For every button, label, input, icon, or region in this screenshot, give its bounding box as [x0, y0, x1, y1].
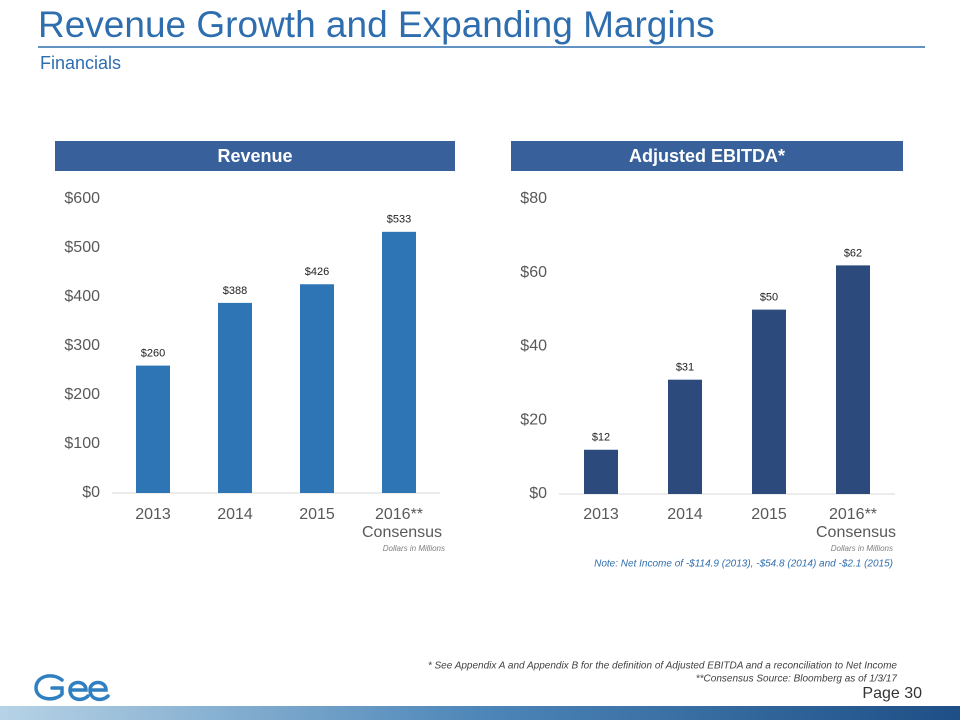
chart-note: Note: Net Income of -$114.9 (2013), -$54…: [594, 559, 893, 570]
x-tick-label: 2013: [135, 506, 171, 523]
x-tick-label: 2013: [583, 506, 619, 523]
bar: [300, 284, 334, 493]
chart-title: Revenue: [217, 146, 292, 166]
bar: [752, 309, 786, 494]
bar: [136, 365, 170, 493]
y-tick-label: $0: [529, 485, 547, 502]
units-note: Dollars in Millions: [383, 544, 445, 553]
value-label: $31: [676, 362, 694, 374]
x-tick-label: 2015: [751, 506, 787, 523]
y-tick-label: $400: [64, 288, 100, 305]
value-label: $12: [592, 432, 610, 444]
y-tick-label: $600: [64, 190, 100, 207]
units-note: Dollars in Millions: [831, 544, 893, 553]
y-tick-label: $300: [64, 337, 100, 354]
footer-strip: [0, 706, 960, 720]
y-tick-label: $100: [64, 435, 100, 452]
page-number: Page 30: [862, 685, 922, 702]
value-label: $533: [387, 214, 411, 226]
panel-header: [55, 141, 455, 171]
y-tick-label: $60: [520, 264, 547, 281]
x-tick-label: 2015: [299, 506, 335, 523]
x-tick-label: 2014: [667, 506, 703, 523]
footnote: * See Appendix A and Appendix B for the …: [428, 661, 898, 672]
slide-title: Revenue Growth and Expanding Margins: [38, 4, 715, 45]
bar: [836, 265, 870, 494]
y-tick-label: $0: [82, 484, 100, 501]
footnote: **Consensus Source: Bloomberg as of 1/3/…: [696, 674, 898, 685]
bar: [382, 231, 416, 493]
bar: [584, 449, 618, 494]
value-label: $50: [760, 292, 778, 304]
x-tick-label: 2016** Consensus: [362, 506, 443, 541]
y-tick-label: $40: [520, 338, 547, 355]
x-tick-label: 2016** Consensus: [816, 506, 897, 541]
value-label: $260: [141, 348, 165, 360]
value-label: $388: [223, 285, 247, 297]
bar: [668, 379, 702, 494]
y-tick-label: $200: [64, 386, 100, 403]
bar: [218, 302, 252, 493]
chart-title: Adjusted EBITDA*: [629, 146, 785, 166]
x-tick-label: 2014: [217, 506, 253, 523]
value-label: $62: [844, 247, 862, 259]
y-tick-label: $20: [520, 411, 547, 428]
logo: [34, 674, 110, 702]
y-tick-label: $80: [520, 190, 547, 207]
y-tick-label: $500: [64, 239, 100, 256]
value-label: $426: [305, 266, 329, 278]
subtitle: Financials: [40, 53, 121, 73]
panel-header: [511, 141, 903, 171]
